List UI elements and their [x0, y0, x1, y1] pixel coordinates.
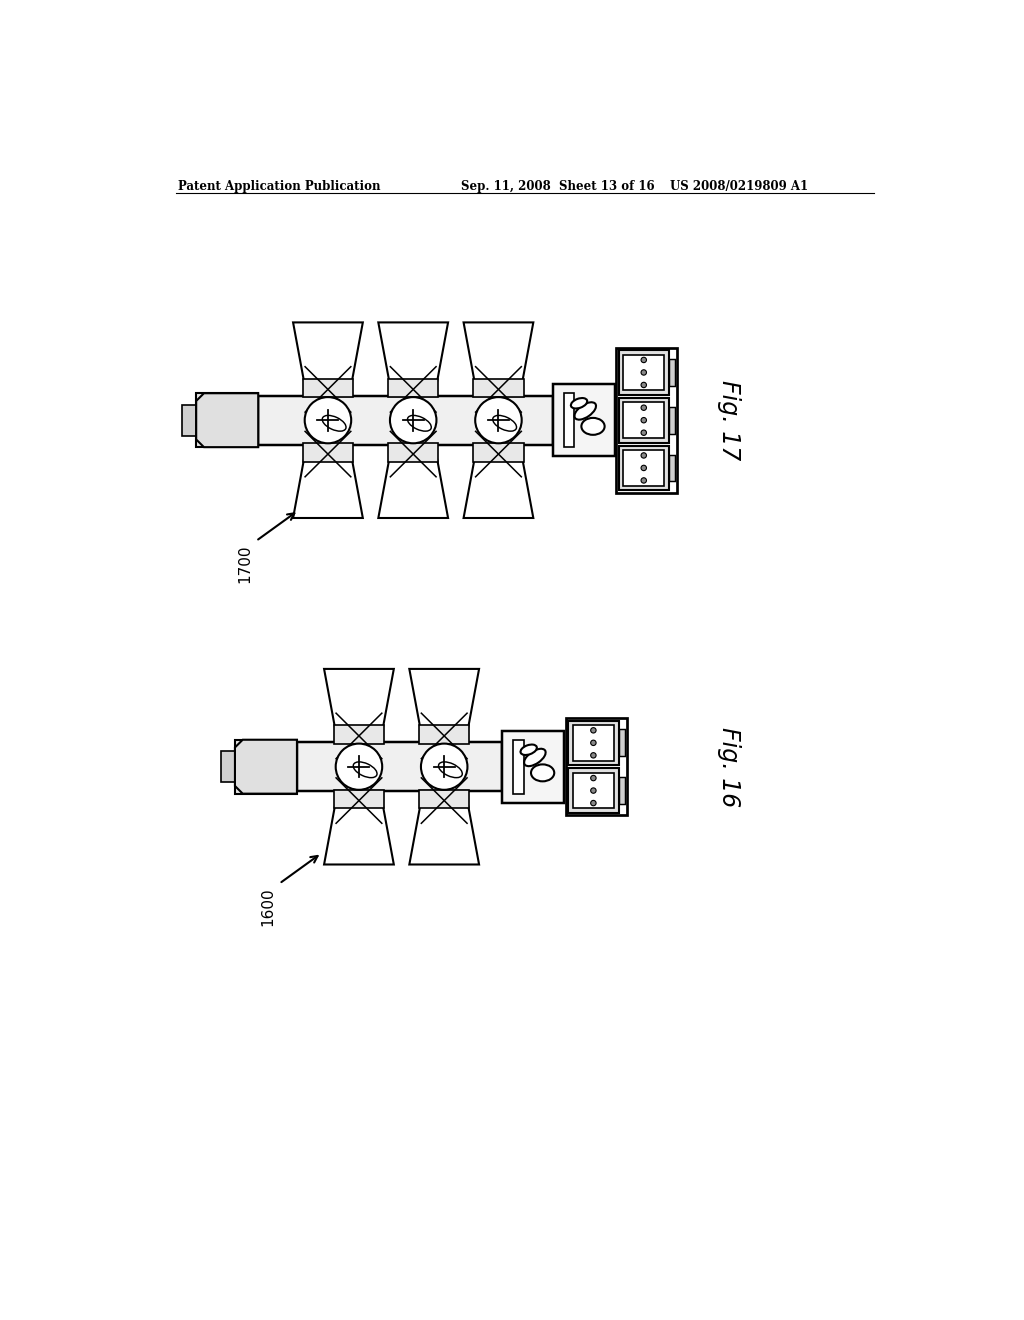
Circle shape	[591, 741, 596, 746]
Circle shape	[475, 397, 521, 444]
Circle shape	[336, 743, 382, 789]
Polygon shape	[410, 669, 479, 742]
Circle shape	[641, 358, 646, 363]
Bar	[572, 725, 614, 760]
Bar	[513, 739, 524, 793]
Ellipse shape	[520, 744, 537, 755]
Polygon shape	[410, 792, 479, 865]
Text: Patent Application Publication: Patent Application Publication	[178, 180, 381, 193]
Circle shape	[641, 370, 646, 375]
Circle shape	[305, 397, 351, 444]
Ellipse shape	[574, 403, 596, 420]
Bar	[297, 742, 503, 792]
Text: 1600: 1600	[260, 887, 275, 927]
Polygon shape	[464, 445, 534, 517]
Circle shape	[591, 775, 596, 780]
Bar	[503, 730, 564, 803]
Bar	[334, 725, 384, 743]
Ellipse shape	[571, 399, 587, 408]
Circle shape	[591, 800, 596, 805]
Circle shape	[641, 405, 646, 411]
Text: Sep. 11, 2008  Sheet 13 of 16: Sep. 11, 2008 Sheet 13 of 16	[461, 180, 655, 193]
Polygon shape	[324, 669, 394, 742]
Polygon shape	[234, 739, 297, 793]
Circle shape	[591, 727, 596, 733]
Bar	[303, 444, 353, 462]
Polygon shape	[293, 322, 362, 396]
Circle shape	[591, 752, 596, 758]
Bar	[388, 444, 438, 462]
Bar	[618, 397, 669, 442]
Bar	[258, 396, 553, 445]
Text: US 2008/0219809 A1: US 2008/0219809 A1	[671, 180, 809, 193]
Bar	[669, 407, 675, 433]
Bar	[624, 450, 665, 486]
Circle shape	[641, 453, 646, 458]
Circle shape	[591, 788, 596, 793]
Bar	[303, 379, 353, 397]
Bar	[568, 768, 618, 813]
Bar	[568, 721, 618, 766]
Bar	[669, 359, 675, 385]
Bar	[618, 350, 669, 395]
Bar	[563, 393, 574, 447]
Bar	[388, 379, 438, 397]
Bar	[669, 454, 675, 482]
Bar	[473, 379, 523, 397]
Text: 1700: 1700	[237, 545, 252, 583]
Bar	[234, 739, 297, 793]
Bar	[182, 405, 197, 436]
Bar	[618, 777, 625, 804]
Ellipse shape	[524, 748, 546, 766]
Bar	[419, 789, 469, 808]
Polygon shape	[324, 792, 394, 865]
Bar	[553, 384, 614, 457]
Ellipse shape	[582, 418, 604, 434]
Circle shape	[641, 383, 646, 388]
Bar	[624, 403, 665, 438]
Circle shape	[641, 478, 646, 483]
Bar	[616, 348, 678, 492]
Polygon shape	[378, 445, 449, 517]
Bar	[473, 444, 523, 462]
Bar	[197, 393, 258, 447]
Circle shape	[641, 465, 646, 471]
Bar	[624, 355, 665, 391]
Bar	[419, 725, 469, 743]
Circle shape	[421, 743, 467, 789]
Circle shape	[390, 397, 436, 444]
Bar	[334, 789, 384, 808]
Bar	[618, 730, 625, 756]
Polygon shape	[197, 393, 258, 447]
Text: Fig. 16: Fig. 16	[717, 726, 741, 807]
Polygon shape	[464, 322, 534, 396]
Bar	[221, 751, 234, 781]
Polygon shape	[293, 445, 362, 517]
Polygon shape	[378, 322, 449, 396]
Bar	[566, 718, 627, 816]
Circle shape	[641, 430, 646, 436]
Bar	[618, 446, 669, 490]
Ellipse shape	[531, 764, 554, 781]
Circle shape	[641, 417, 646, 422]
Bar	[572, 774, 614, 808]
Text: Fig. 17: Fig. 17	[717, 380, 741, 461]
